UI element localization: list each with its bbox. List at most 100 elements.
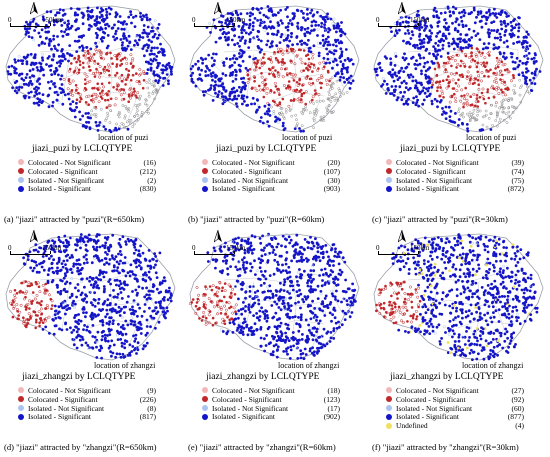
site-point bbox=[318, 319, 322, 323]
site-point bbox=[65, 328, 69, 331]
site-point bbox=[56, 35, 59, 38]
site-point bbox=[88, 10, 92, 13]
site-point bbox=[161, 68, 165, 72]
site-point bbox=[225, 301, 228, 304]
site-point bbox=[504, 98, 508, 101]
site-point bbox=[80, 44, 84, 48]
site-point bbox=[65, 259, 69, 262]
site-point bbox=[82, 328, 85, 331]
site-point bbox=[41, 68, 45, 72]
site-point bbox=[274, 58, 278, 62]
site-point bbox=[206, 251, 210, 254]
site-point bbox=[436, 53, 440, 56]
site-point bbox=[398, 23, 402, 27]
site-point bbox=[141, 286, 145, 290]
site-point bbox=[97, 258, 101, 262]
site-point bbox=[394, 55, 398, 58]
site-point bbox=[342, 92, 346, 96]
site-point bbox=[241, 102, 244, 106]
site-point bbox=[146, 108, 150, 111]
site-point bbox=[38, 91, 41, 95]
site-point bbox=[133, 25, 137, 28]
site-point bbox=[347, 310, 350, 313]
site-point bbox=[486, 257, 490, 261]
site-point bbox=[437, 66, 441, 70]
site-point bbox=[28, 307, 31, 310]
site-point bbox=[526, 47, 530, 51]
site-point bbox=[441, 79, 445, 82]
site-point bbox=[253, 291, 257, 294]
site-point bbox=[221, 286, 224, 289]
site-point bbox=[153, 46, 156, 50]
site-point bbox=[196, 77, 200, 81]
site-point bbox=[470, 59, 473, 63]
site-point bbox=[415, 59, 418, 62]
site-point bbox=[46, 94, 50, 98]
site-point bbox=[306, 281, 309, 285]
site-point bbox=[66, 245, 69, 248]
map-panel: 0 150km location of puzi jiazi_puzi by LCLQ… bbox=[368, 0, 550, 228]
site-point bbox=[122, 126, 126, 130]
site-point bbox=[12, 305, 16, 309]
site-point bbox=[77, 91, 80, 95]
site-point bbox=[41, 18, 45, 21]
site-point bbox=[273, 91, 276, 94]
site-point bbox=[40, 40, 44, 44]
site-point bbox=[448, 57, 451, 61]
site-point bbox=[34, 22, 38, 26]
site-point bbox=[533, 52, 537, 55]
legend-label: Isolated - Significant bbox=[212, 184, 275, 194]
site-point bbox=[30, 302, 33, 305]
site-point bbox=[330, 292, 334, 296]
site-point bbox=[288, 19, 292, 22]
site-point bbox=[214, 83, 218, 87]
site-point bbox=[339, 75, 342, 79]
site-point bbox=[96, 254, 99, 258]
site-point bbox=[234, 248, 238, 252]
site-point bbox=[293, 253, 297, 257]
legend-item: Colocated - Significant (212) bbox=[18, 167, 156, 176]
site-point bbox=[315, 319, 318, 322]
site-point bbox=[259, 326, 263, 329]
site-point bbox=[422, 86, 426, 90]
site-point bbox=[492, 79, 496, 83]
site-point bbox=[34, 314, 38, 317]
site-point bbox=[85, 311, 88, 314]
site-point bbox=[79, 319, 83, 323]
site-point bbox=[259, 18, 263, 22]
site-point bbox=[507, 14, 510, 18]
site-point bbox=[442, 110, 446, 113]
site-point bbox=[281, 234, 285, 238]
site-point bbox=[257, 46, 261, 50]
site-point bbox=[28, 299, 32, 303]
site-point bbox=[63, 30, 66, 34]
site-point bbox=[92, 92, 96, 96]
site-point bbox=[95, 340, 99, 344]
site-point bbox=[117, 20, 120, 23]
site-point bbox=[500, 11, 504, 14]
site-point bbox=[158, 71, 162, 75]
site-point bbox=[461, 75, 465, 78]
site-point bbox=[63, 12, 67, 16]
site-point bbox=[95, 356, 99, 359]
site-point bbox=[491, 84, 495, 88]
site-point bbox=[523, 54, 526, 58]
site-point bbox=[464, 54, 468, 58]
site-point bbox=[191, 71, 195, 75]
site-point bbox=[269, 289, 273, 293]
site-point bbox=[240, 77, 243, 80]
site-point bbox=[94, 120, 98, 124]
site-point bbox=[469, 74, 473, 78]
site-point bbox=[399, 91, 403, 94]
site-point bbox=[147, 111, 150, 115]
site-point bbox=[525, 45, 529, 48]
site-point bbox=[447, 79, 451, 83]
site-point bbox=[437, 63, 441, 66]
site-point bbox=[33, 310, 37, 314]
site-point bbox=[24, 292, 27, 295]
site-point bbox=[289, 309, 292, 313]
site-point bbox=[418, 21, 422, 25]
site-point bbox=[52, 332, 56, 336]
site-point bbox=[274, 253, 277, 256]
site-point bbox=[460, 73, 464, 76]
